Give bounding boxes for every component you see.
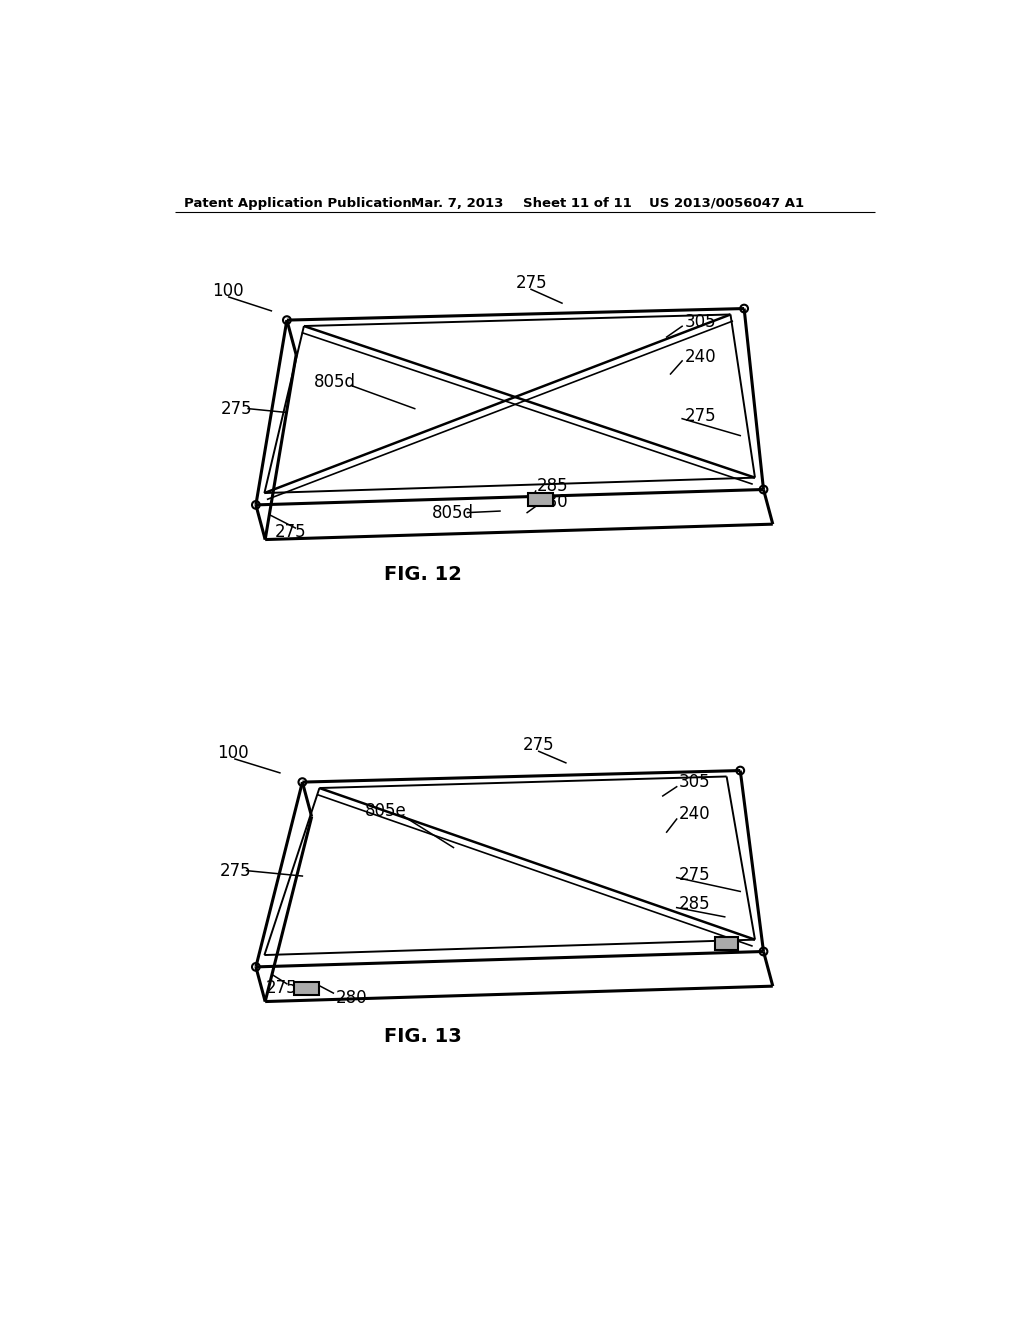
Text: 240: 240 [684,348,716,366]
Text: FIG. 13: FIG. 13 [384,1027,462,1045]
Text: 275: 275 [266,979,298,998]
Text: 100: 100 [212,282,244,300]
Text: 240: 240 [678,805,710,824]
Bar [528,492,553,507]
Text: 275: 275 [515,275,547,292]
Text: 275: 275 [219,862,251,879]
Text: 285: 285 [538,477,568,495]
Text: Patent Application Publication: Patent Application Publication [183,197,412,210]
Text: 100: 100 [217,744,249,762]
Text: 275: 275 [221,400,253,417]
Bar [715,937,738,950]
Text: 805d: 805d [314,372,356,391]
Text: 285: 285 [678,895,710,912]
Text: 275: 275 [684,408,716,425]
Text: 275: 275 [678,866,710,883]
Text: FIG. 12: FIG. 12 [384,565,462,583]
Text: Mar. 7, 2013: Mar. 7, 2013 [411,197,503,210]
Text: 305: 305 [678,774,710,791]
Text: 275: 275 [523,737,555,754]
Text: US 2013/0056047 A1: US 2013/0056047 A1 [649,197,804,210]
Text: 280: 280 [538,492,568,511]
Text: 280: 280 [336,989,368,1007]
Text: Sheet 11 of 11: Sheet 11 of 11 [523,197,632,210]
Text: 275: 275 [275,523,307,541]
Text: 805d: 805d [432,504,474,521]
Bar [294,982,318,995]
Text: 805e: 805e [365,803,407,820]
Text: 305: 305 [684,313,716,330]
